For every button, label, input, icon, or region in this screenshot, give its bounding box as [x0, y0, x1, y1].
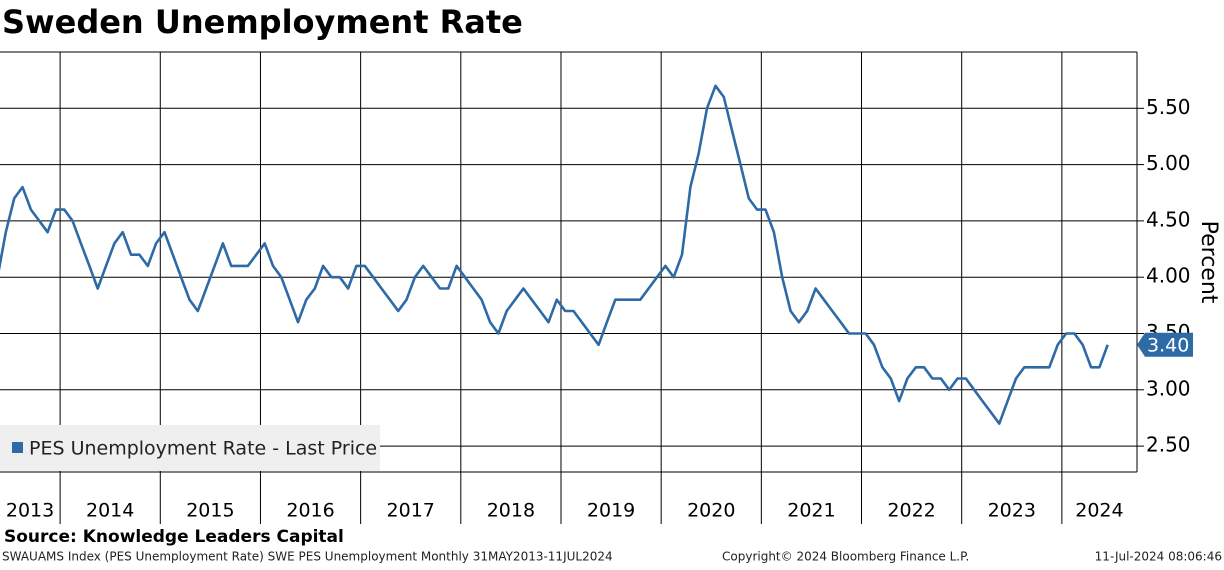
y-tick-label: 5.50	[1146, 95, 1191, 119]
series-layer	[0, 84, 1109, 425]
x-tick-label: 2023	[988, 500, 1036, 522]
y-axis-title: Percent	[1196, 221, 1221, 304]
series-line	[0, 84, 1109, 425]
y-tick-label: 4.00	[1146, 264, 1191, 288]
x-tick-label: 2016	[286, 500, 334, 522]
x-tick-label: 2020	[687, 500, 735, 522]
grid	[0, 52, 1144, 524]
x-tick-label: 2014	[86, 500, 134, 522]
y-tick-label: 5.00	[1146, 151, 1191, 175]
legend-box	[0, 425, 380, 471]
last-price-tag	[1137, 332, 1193, 357]
x-tick-label: 2018	[487, 500, 535, 522]
x-tick-label: 2024	[1075, 500, 1123, 522]
x-tick-label: 2021	[787, 500, 835, 522]
chart-title: Sweden Unemployment Rate	[2, 3, 523, 41]
y-tick-label: 3.00	[1146, 376, 1191, 400]
footer-right: 11-Jul-2024 08:06:46	[1095, 550, 1222, 564]
x-tick-label: 2019	[587, 500, 635, 522]
legend-swatch	[12, 442, 23, 453]
y-tick-label: 4.50	[1146, 207, 1191, 231]
x-tick-label: 2022	[887, 500, 935, 522]
x-tick-label: 2013	[6, 500, 54, 522]
last-price-label: 3.40	[1147, 334, 1189, 356]
legend-label: PES Unemployment Rate - Last Price	[29, 438, 377, 460]
footer-center: Copyright© 2024 Bloomberg Finance L.P.	[722, 550, 969, 564]
x-tick-label: 2017	[387, 500, 435, 522]
footer-left: SWAUAMS Index (PES Unemployment Rate) SW…	[2, 550, 613, 564]
source: Source: Knowledge Leaders Capital	[4, 527, 344, 547]
y-tick-label: 2.50	[1146, 433, 1191, 457]
x-tick-label: 2015	[186, 500, 234, 522]
